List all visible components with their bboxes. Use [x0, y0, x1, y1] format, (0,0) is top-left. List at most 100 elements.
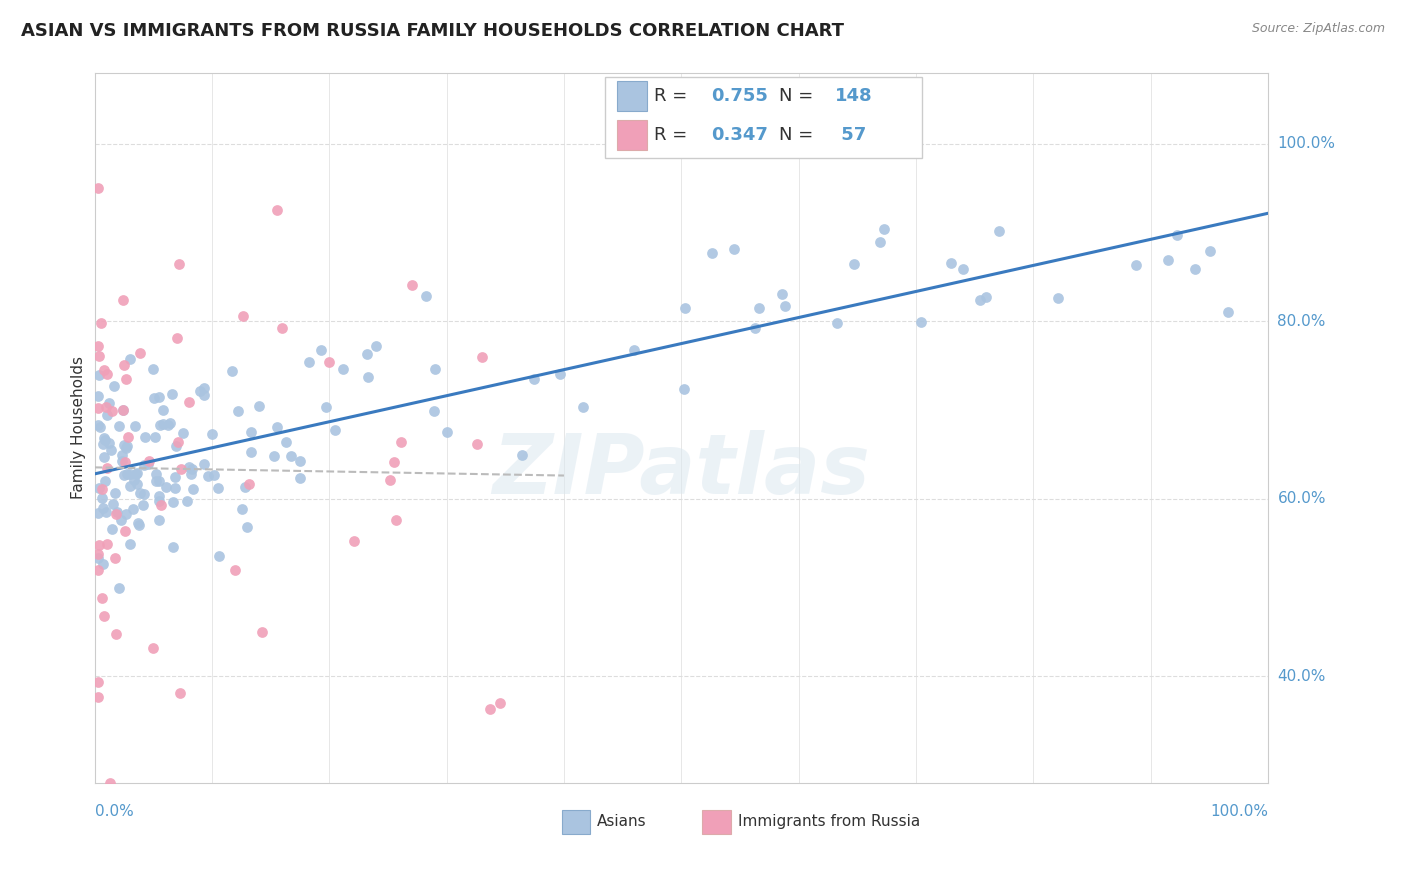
Point [423, 404, 446, 418]
Point [136, 458, 159, 472]
FancyBboxPatch shape [617, 81, 647, 112]
Point [149, 418, 172, 433]
Point [138, 454, 160, 468]
Text: 57: 57 [835, 126, 866, 144]
Point [98, 776, 121, 790]
Point [165, 439, 187, 453]
Point [104, 486, 127, 500]
Point [332, 362, 354, 376]
Point [623, 343, 645, 357]
Point [180, 467, 202, 482]
Point [142, 640, 165, 655]
FancyBboxPatch shape [703, 810, 731, 834]
Point [974, 290, 997, 304]
Point [159, 416, 181, 430]
Point [773, 299, 796, 313]
Text: N =: N = [779, 87, 818, 105]
Point [364, 339, 387, 353]
Point [571, 401, 593, 415]
Point [87, 350, 110, 364]
Point [389, 434, 412, 449]
Point [145, 474, 167, 488]
Point [181, 462, 204, 476]
Point [87, 547, 110, 561]
Point [232, 309, 254, 323]
Point [148, 474, 170, 488]
Point [105, 507, 128, 521]
Point [114, 455, 136, 469]
Point [122, 501, 145, 516]
Point [87, 675, 110, 690]
Point [274, 434, 297, 449]
Point [235, 480, 257, 494]
Point [89, 420, 111, 434]
Point [91, 500, 114, 515]
Point [91, 491, 114, 505]
Point [118, 467, 141, 482]
Point [90, 482, 112, 496]
Point [87, 481, 110, 495]
Point [266, 420, 288, 434]
Point [142, 391, 165, 405]
Point [548, 367, 571, 381]
Point [111, 454, 134, 468]
Point [825, 316, 848, 330]
Point [87, 181, 110, 195]
Point [104, 550, 127, 565]
Point [96, 368, 118, 382]
Point [425, 362, 447, 376]
Point [91, 557, 114, 571]
Point [118, 537, 141, 551]
Point [87, 538, 110, 552]
Point [115, 507, 138, 521]
Text: 0.0%: 0.0% [94, 805, 134, 819]
Point [270, 321, 292, 335]
Point [169, 686, 191, 700]
Point [117, 439, 139, 453]
Point [97, 396, 120, 410]
Point [110, 513, 132, 527]
Point [120, 352, 142, 367]
Point [240, 445, 263, 459]
Point [114, 524, 136, 539]
Point [134, 430, 156, 444]
Point [193, 380, 215, 394]
FancyBboxPatch shape [561, 810, 589, 834]
Point [87, 417, 110, 432]
Point [132, 498, 155, 512]
Text: ASIAN VS IMMIGRANTS FROM RUSSIA FAMILY HOUSEHOLDS CORRELATION CHART: ASIAN VS IMMIGRANTS FROM RUSSIA FAMILY H… [21, 22, 844, 40]
Point [134, 458, 156, 473]
Point [94, 433, 117, 447]
Point [115, 467, 138, 482]
Point [93, 436, 115, 450]
Point [298, 354, 321, 368]
Point [323, 423, 346, 437]
Point [101, 522, 124, 536]
Point [96, 505, 118, 519]
Point [226, 404, 249, 418]
Point [115, 441, 138, 455]
Point [100, 404, 122, 418]
Point [105, 505, 128, 519]
Point [87, 389, 110, 403]
Point [415, 289, 437, 303]
Point [96, 408, 118, 422]
Point [112, 358, 135, 372]
Point [478, 702, 501, 716]
Point [250, 625, 273, 640]
Point [266, 202, 288, 217]
Point [177, 460, 200, 475]
Point [96, 461, 118, 475]
Point [93, 431, 115, 445]
Point [240, 425, 263, 440]
Point [910, 315, 932, 329]
Point [125, 466, 148, 480]
Point [145, 467, 167, 481]
Point [103, 379, 125, 393]
Point [952, 262, 974, 277]
Point [401, 277, 423, 292]
Point [201, 427, 224, 442]
Point [744, 321, 766, 335]
Point [112, 293, 135, 307]
Point [87, 563, 110, 577]
